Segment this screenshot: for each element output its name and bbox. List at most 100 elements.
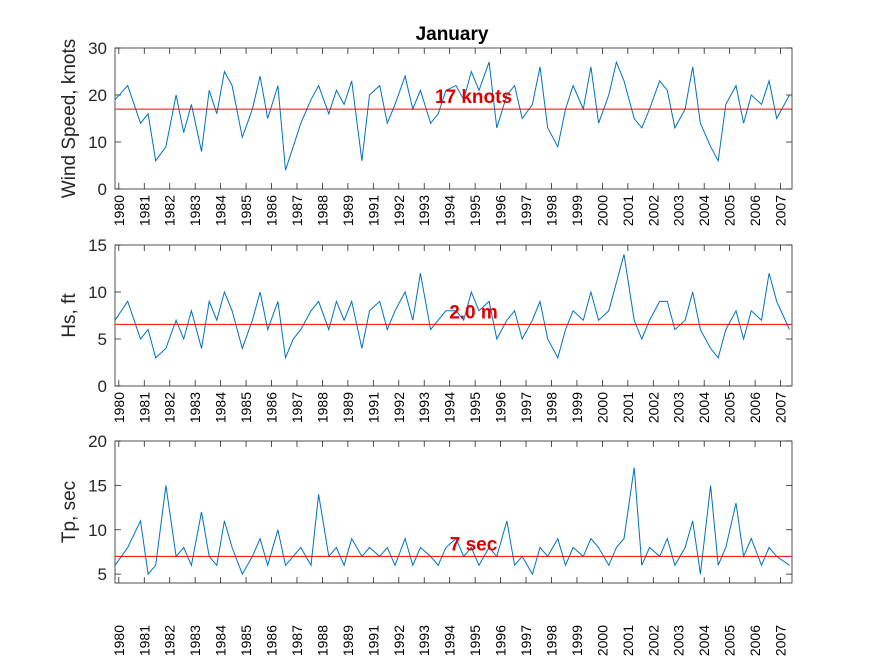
x-tick-label: 1984 [213,195,229,226]
x-tick-label: 1992 [391,625,407,656]
x-tick-label: 2001 [620,195,636,226]
x-tick-label: 2003 [671,625,687,656]
chart-panel-2: 0 5 10 15 Hs, ft 1980 1981 1982 1983 1984 1985 1986… [59,236,793,423]
x-tick-label: 1983 [187,625,203,656]
x-tick-label: 1987 [289,392,305,423]
data-series-line [114,60,790,171]
x-tick-label: 2005 [722,195,738,226]
x-tick-label: 2007 [773,392,789,423]
x-tick-label: 1985 [238,625,254,656]
x-tick-label: 2001 [620,392,636,423]
x-tick-label: 1998 [543,625,559,656]
x-tick-label: 2000 [594,625,610,656]
x-tick-label: 1995 [467,392,483,423]
x-tick-label: 1982 [162,625,178,656]
x-tick-label: 1983 [187,195,203,226]
x-tick-label: 1993 [416,392,432,423]
reference-annotation: 17 knots [435,87,512,108]
x-tick-label: 1992 [391,392,407,423]
x-tick-label: 1988 [314,392,330,423]
x-tick-label: 1999 [569,625,585,656]
x-tick-label: 2001 [620,625,636,656]
y-tick-label: 5 [98,330,107,349]
x-tick-label: 1997 [518,625,534,656]
x-tick-label: 1996 [493,392,509,423]
y-axis-label: Hs, ft [59,293,80,338]
x-tick-label: 1999 [569,392,585,423]
chart-panel-3: 5 10 15 20 Tp, sec 1980 1981 1982 1983 1984 1985 19… [59,432,793,656]
x-tick-label: 1982 [162,392,178,423]
x-tick-label: 1995 [467,625,483,656]
y-tick-label: 30 [88,39,107,58]
x-tick-label: 2004 [696,195,712,226]
x-tick-label: 1991 [365,195,381,226]
x-tick-label: 1993 [416,195,432,226]
x-tick-label: 1994 [442,195,458,226]
axes-layer: 0 10 20 30 Wind Speed, knots 1980 1981 1982 1983… [59,39,793,656]
x-tick-label: 2006 [747,392,763,423]
data-series-line [114,467,790,576]
x-tick-label: 1983 [187,392,203,423]
figure-title: January [416,24,489,45]
x-tick-label: 1986 [264,195,280,226]
x-tick-label: 1998 [543,392,559,423]
x-tick-label: 1982 [162,195,178,226]
y-tick-label: 15 [88,236,107,255]
x-tick-label: 1987 [289,195,305,226]
x-tick-label: 2003 [671,195,687,226]
y-tick-label: 10 [88,283,107,302]
x-tick-label: 1981 [136,195,152,226]
x-tick-label: 1989 [340,195,356,226]
x-tick-label: 1994 [442,392,458,423]
x-tick-label: 2002 [645,195,661,226]
x-tick-label: 1991 [365,625,381,656]
y-tick-label: 20 [88,432,107,451]
x-tick-label: 2003 [671,392,687,423]
y-tick-label: 10 [88,521,107,540]
x-tick-label: 1996 [493,625,509,656]
x-tick-label: 1985 [238,195,254,226]
x-tick-label: 2004 [696,625,712,656]
x-tick-label: 2004 [696,392,712,423]
data-series-line [114,254,790,360]
x-tick-label: 2007 [773,625,789,656]
x-tick-label: 1987 [289,625,305,656]
x-tick-label: 2000 [594,392,610,423]
x-tick-label: 2002 [645,625,661,656]
axes-box [114,440,793,584]
axes-box [114,244,793,387]
x-tick-label: 2005 [722,625,738,656]
x-tick-label: 1988 [314,625,330,656]
x-tick-label: 2000 [594,195,610,226]
x-tick-label: 1996 [493,195,509,226]
x-tick-label: 2005 [722,392,738,423]
reference-annotation: 2.0 m [449,302,498,323]
y-tick-label: 10 [88,133,107,152]
x-tick-label: 1989 [340,625,356,656]
x-tick-label: 2006 [747,195,763,226]
x-tick-label: 1984 [213,392,229,423]
x-tick-label: 1989 [340,392,356,423]
x-tick-label: 1980 [111,392,127,423]
x-tick-label: 1984 [213,625,229,656]
x-tick-label: 2006 [747,625,763,656]
x-tick-label: 2007 [773,195,789,226]
axes-box [114,47,793,190]
y-axis-label: Tp, sec [59,481,80,543]
x-tick-label: 1994 [442,625,458,656]
x-tick-label: 1991 [365,392,381,423]
y-tick-label: 0 [98,377,107,396]
x-tick-label: 1995 [467,195,483,226]
y-tick-label: 15 [88,476,107,495]
chart-panel-1: 0 10 20 30 Wind Speed, knots 1980 1981 1982 1983… [59,39,793,226]
reference-annotation: 7 sec [450,534,498,555]
x-tick-label: 2002 [645,392,661,423]
x-tick-label: 1992 [391,195,407,226]
x-tick-label: 1988 [314,195,330,226]
x-tick-label: 1997 [518,195,534,226]
x-tick-label: 1999 [569,195,585,226]
x-tick-label: 1981 [136,625,152,656]
x-tick-label: 1981 [136,392,152,423]
x-tick-label: 1997 [518,392,534,423]
